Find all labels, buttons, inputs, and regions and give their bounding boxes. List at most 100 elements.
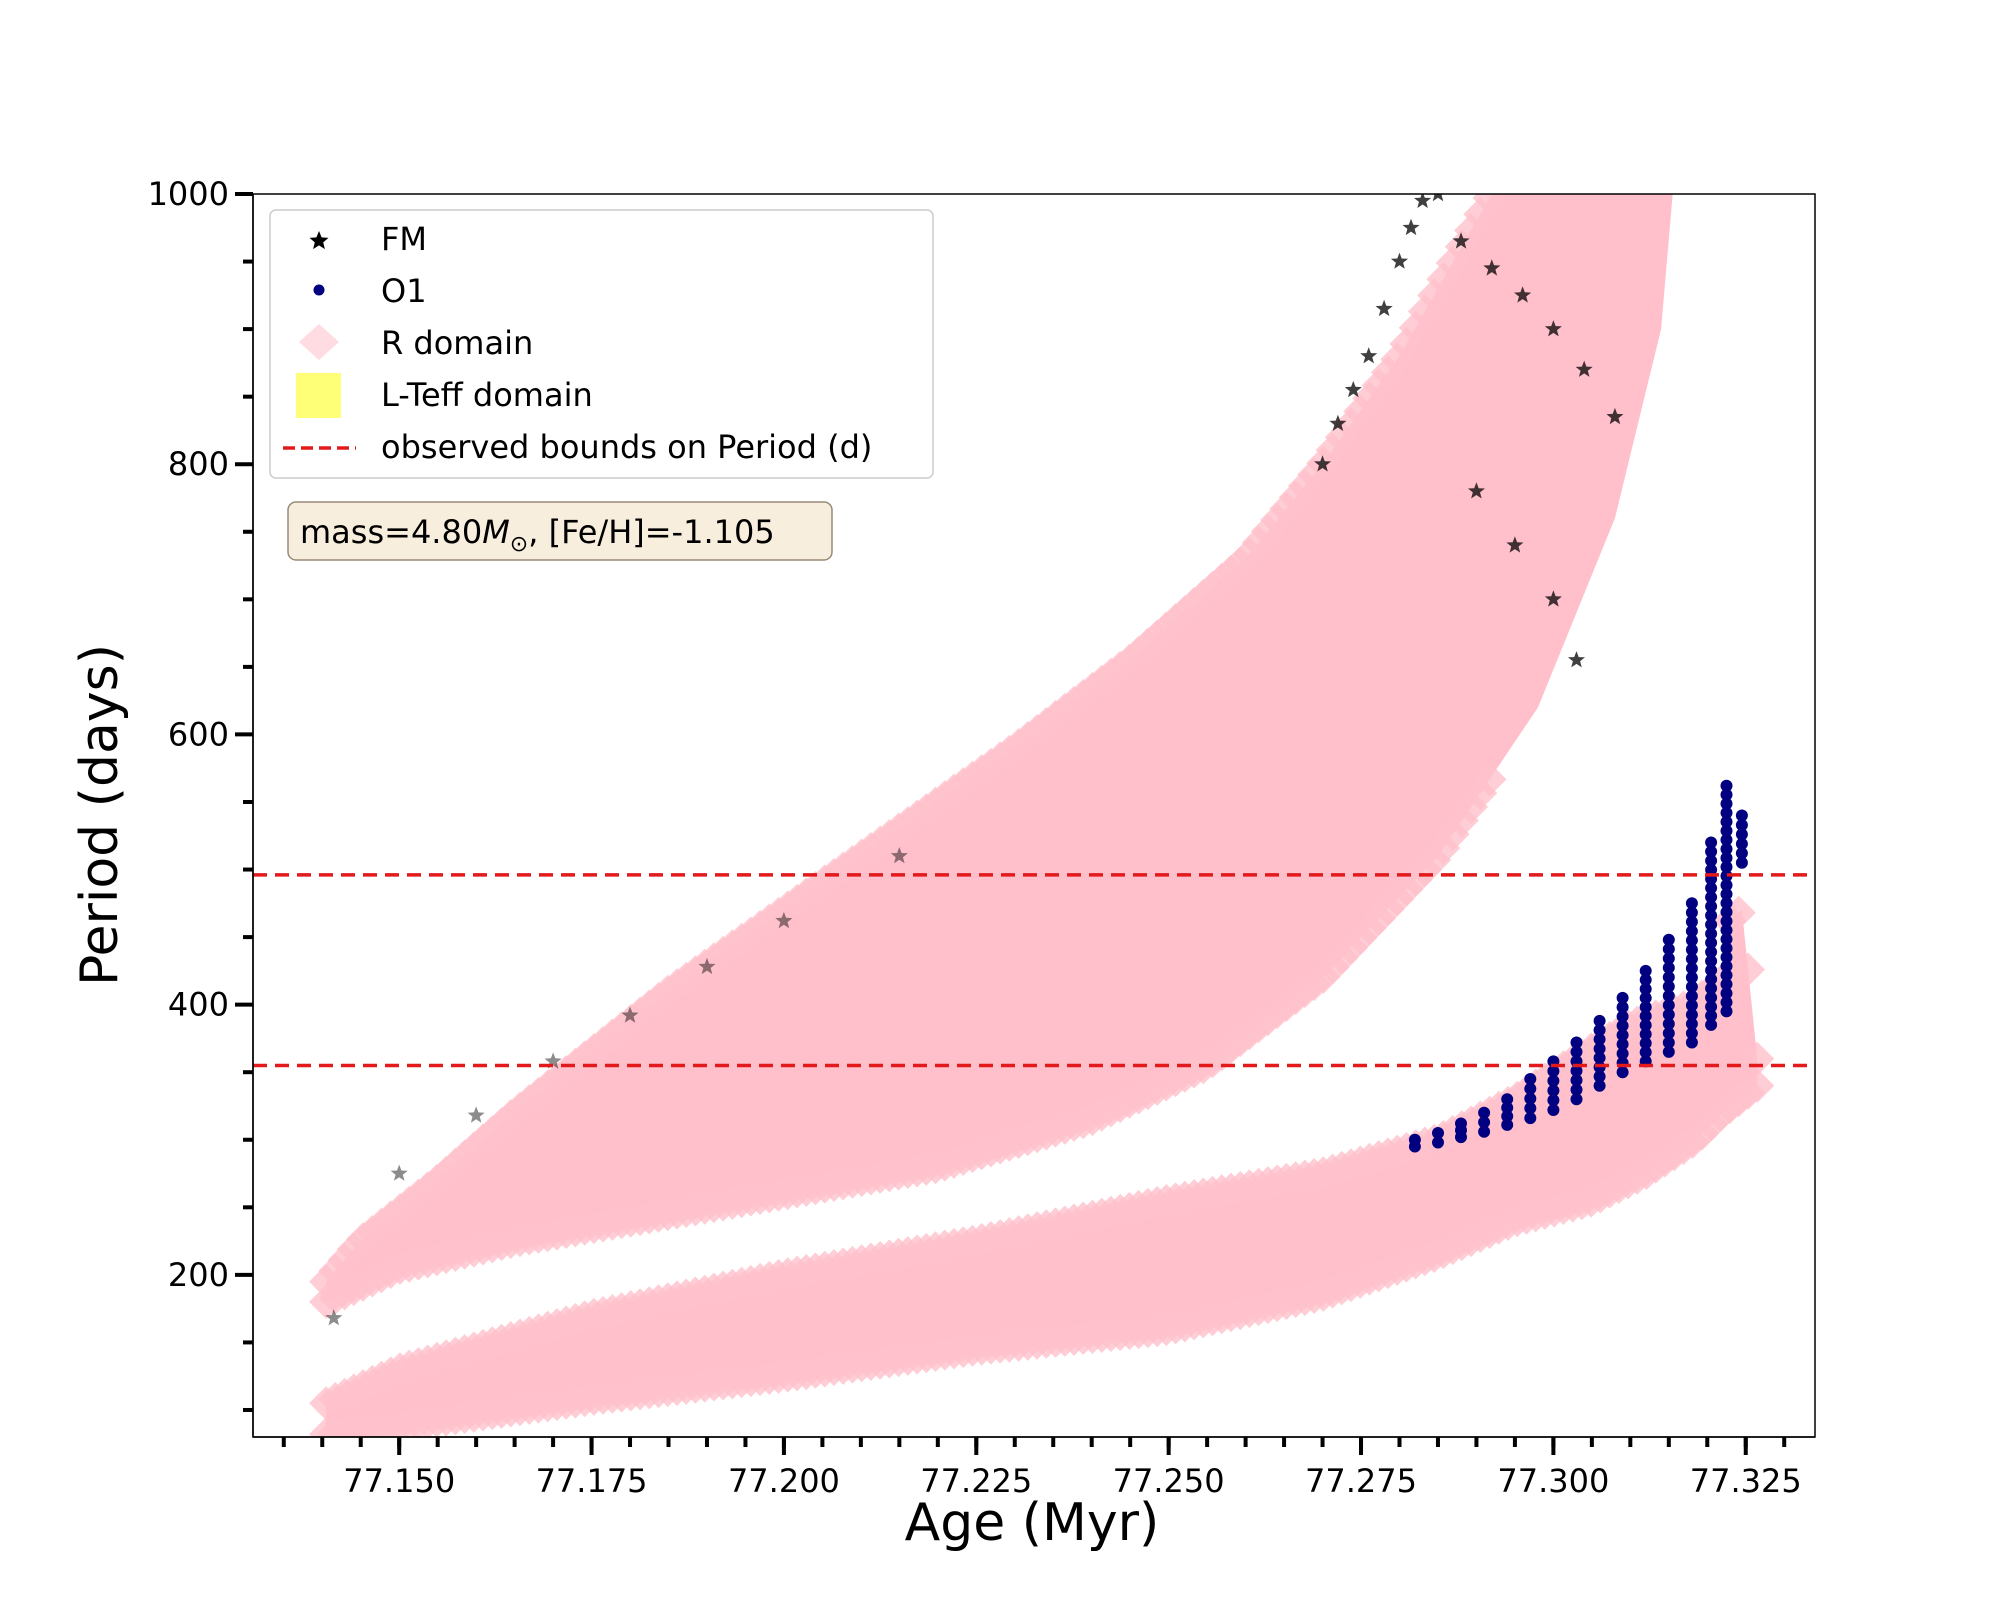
annotation-text: mass=4.80M⊙, [Fe/H]=-1.105 — [300, 513, 775, 557]
fm-point — [1314, 455, 1332, 472]
fm-point — [1390, 252, 1409, 269]
o1-point — [1685, 934, 1698, 947]
o1-point — [1639, 1010, 1652, 1023]
o1-point — [1720, 987, 1733, 1000]
fm-point — [890, 847, 908, 864]
fm-point — [1506, 536, 1524, 553]
fm-point — [621, 1006, 639, 1023]
o1-point — [1685, 1027, 1698, 1040]
r-domain-fill — [326, 194, 1673, 1302]
plot-area — [253, 194, 1815, 1437]
legend-label-o1: O1 — [381, 272, 427, 310]
diamond-icon — [299, 324, 339, 360]
fm-point — [467, 1106, 485, 1123]
annotation-sun-symbol: ⊙ — [510, 532, 528, 557]
y-tick-label: 600 — [168, 715, 229, 753]
o1-point — [1570, 1036, 1583, 1049]
o1-point — [1547, 1094, 1560, 1107]
o1-point — [1616, 1019, 1629, 1032]
o1-point — [1705, 955, 1718, 968]
o1-point — [1432, 1136, 1444, 1149]
o1-point — [1593, 1014, 1606, 1027]
o1-point — [1685, 999, 1698, 1012]
o1-point — [1570, 1083, 1583, 1096]
legend-item-fm: FM — [309, 220, 427, 258]
o1-point — [1705, 946, 1718, 958]
o1-point — [1593, 1051, 1606, 1064]
y-tick-label: 800 — [168, 445, 229, 483]
o1-point — [1705, 918, 1718, 931]
o1-point — [1478, 1106, 1491, 1119]
o1-point — [1685, 906, 1698, 919]
o1-point — [1662, 989, 1675, 1002]
o1-point — [1524, 1082, 1537, 1095]
o1-point — [1720, 879, 1733, 892]
o1-point — [1685, 943, 1698, 956]
o1-point — [1639, 983, 1652, 995]
fm-point — [1452, 232, 1470, 249]
o1-point — [1705, 936, 1718, 949]
o1-point — [1705, 909, 1718, 922]
o1-point — [1705, 863, 1718, 876]
o1-point — [1639, 1028, 1652, 1041]
x-tick-label: 77.275 — [1305, 1462, 1417, 1500]
legend-item-l-teff-domain: L-Teff domain — [296, 373, 593, 418]
o1-point — [1685, 897, 1698, 910]
o1-point — [1720, 806, 1733, 819]
legend-item-o1: O1 — [313, 272, 427, 310]
fm-point — [544, 1052, 562, 1069]
legend-label-observed-bounds: observed bounds on Period (d) — [381, 428, 872, 466]
r-domain-layer — [309, 194, 1775, 1437]
o1-point — [1501, 1110, 1514, 1123]
o1-point — [1720, 870, 1733, 882]
o1-point — [1720, 906, 1733, 919]
y-axis-title: Period (days) — [70, 644, 130, 986]
o1-point — [1720, 951, 1733, 964]
o1-point — [1685, 980, 1698, 993]
observed-bounds-layer — [253, 873, 1815, 1068]
x-tick-label: 77.225 — [920, 1462, 1032, 1500]
o1-point — [1735, 819, 1748, 831]
o1-point — [1720, 960, 1733, 973]
o1-point — [1478, 1125, 1491, 1138]
legend-label-l-teff-domain: L-Teff domain — [381, 376, 593, 414]
o1-point — [1662, 971, 1675, 984]
o1-point — [1685, 953, 1698, 965]
o1-point — [1639, 1001, 1652, 1014]
fm-point — [1329, 414, 1347, 431]
x-tick-label: 77.300 — [1497, 1462, 1609, 1500]
o1-point — [1685, 1017, 1698, 1030]
o1-point — [1705, 882, 1718, 895]
o1-point — [1524, 1073, 1537, 1085]
o1-point — [1720, 969, 1733, 982]
o1-point — [1570, 1045, 1583, 1058]
x-axis-title: Age (Myr) — [905, 1493, 1160, 1553]
o1-point — [1720, 978, 1733, 991]
fm-point — [1344, 380, 1362, 398]
o1-point — [1662, 933, 1675, 946]
y-tick-label: 1000 — [148, 175, 229, 213]
o1-point — [1662, 980, 1675, 993]
o1-point — [1720, 924, 1733, 937]
o1-point — [1639, 992, 1652, 1004]
o1-point — [1705, 900, 1718, 913]
o1-point — [1616, 1038, 1629, 1051]
fm-layer — [325, 194, 1624, 1326]
o1-point — [1685, 915, 1698, 928]
o1-point — [1705, 891, 1718, 904]
r-domain-band-2 — [309, 895, 1775, 1437]
o1-point — [1720, 852, 1733, 864]
o1-point — [1547, 1084, 1560, 1097]
legend-label-fm: FM — [381, 220, 427, 258]
o1-point — [1547, 1104, 1560, 1116]
o1-point — [1720, 788, 1733, 801]
x-tick-label: 77.325 — [1690, 1462, 1802, 1500]
o1-point — [1408, 1133, 1421, 1146]
fm-point — [1606, 407, 1624, 425]
r-domain-marker — [1740, 1068, 1775, 1103]
o1-point — [1720, 1005, 1733, 1018]
fm-point — [1514, 286, 1532, 303]
o1-point — [1593, 1079, 1606, 1092]
o1-point — [1720, 824, 1733, 837]
